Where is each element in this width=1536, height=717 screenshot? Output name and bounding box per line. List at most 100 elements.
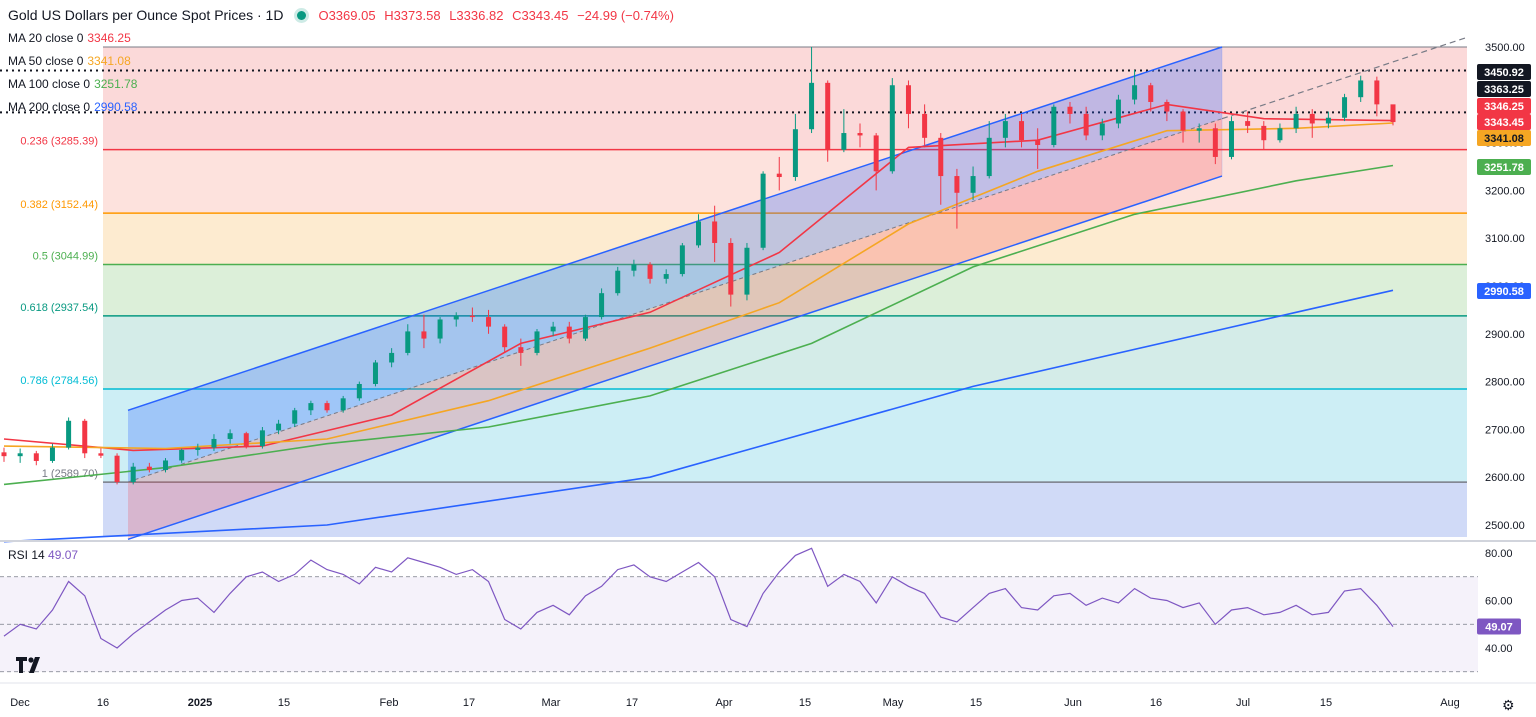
fib-label: 1 (2589.70) xyxy=(42,468,98,480)
candle xyxy=(1132,85,1138,100)
indicator-ma200[interactable]: MA 200 close 0 2990.58 xyxy=(8,100,137,114)
candle xyxy=(809,82,815,130)
candle xyxy=(389,352,395,363)
time-tick-label: 15 xyxy=(799,697,811,709)
change-value: −24.99 (−0.74%) xyxy=(577,7,674,23)
candle xyxy=(163,460,169,471)
candle xyxy=(679,245,685,275)
candle xyxy=(1228,121,1234,157)
candle xyxy=(502,326,508,348)
indicator-ma50[interactable]: MA 50 close 0 3341.08 xyxy=(8,54,131,68)
tradingview-logo-icon[interactable] xyxy=(14,653,46,677)
indicator-value: 3251.78 xyxy=(94,77,138,91)
candle xyxy=(1212,128,1218,157)
indicator-ma100[interactable]: MA 100 close 0 3251.78 xyxy=(8,77,137,91)
chart-header: Gold US Dollars per Ounce Spot Prices · … xyxy=(8,7,679,23)
candle xyxy=(1002,121,1008,138)
ma-line-ma200 xyxy=(3,289,1394,543)
time-tick-label: Feb xyxy=(380,697,399,709)
candle xyxy=(1067,106,1073,114)
candle xyxy=(518,347,524,353)
time-tick-label: Jul xyxy=(1236,697,1250,709)
fib-label: 0.618 (2937.54) xyxy=(20,302,98,314)
price-label xyxy=(1477,159,1531,175)
candle xyxy=(954,176,960,193)
channel-lower-fill xyxy=(128,118,1222,540)
candle xyxy=(1277,128,1283,141)
candle xyxy=(1115,99,1121,124)
candle xyxy=(663,274,669,279)
fib-label: 0.786 (2784.56) xyxy=(20,375,98,387)
price-tick-label: 2500.00 xyxy=(1485,520,1525,532)
close-value: C3343.45 xyxy=(512,7,569,23)
candle xyxy=(534,331,540,353)
open-value: O3369.05 xyxy=(318,7,376,23)
candle xyxy=(66,420,72,448)
candle xyxy=(405,331,411,353)
candle xyxy=(1148,85,1154,102)
candle xyxy=(792,129,798,178)
candle xyxy=(179,449,185,461)
candle xyxy=(1164,101,1170,112)
price-tick-label: 2700.00 xyxy=(1485,424,1525,436)
candle xyxy=(1019,121,1025,141)
candle xyxy=(582,317,588,339)
rsi-tick-label: 40.00 xyxy=(1485,643,1513,655)
candle xyxy=(372,362,378,384)
price-tick-label: 3500.00 xyxy=(1485,42,1525,54)
ma-line-ma50 xyxy=(3,122,1394,450)
candle xyxy=(1180,111,1186,131)
rsi-line xyxy=(3,547,1394,649)
time-tick-label: 15 xyxy=(278,697,290,709)
rsi-legend[interactable]: RSI 14 49.07 xyxy=(8,548,78,562)
price-tick-label: 3100.00 xyxy=(1485,233,1525,245)
candle xyxy=(356,383,362,399)
candle xyxy=(146,466,152,471)
price-label-text: 3343.45 xyxy=(1484,117,1524,129)
candle xyxy=(211,438,217,448)
candle xyxy=(98,453,104,456)
candle xyxy=(1309,113,1315,124)
indicator-ma20[interactable]: MA 20 close 0 3346.25 xyxy=(8,31,131,45)
symbol-title[interactable]: Gold US Dollars per Ounce Spot Prices · … xyxy=(8,7,284,23)
indicator-label: MA 200 close 0 xyxy=(8,100,91,114)
rsi-price-label-text: 49.07 xyxy=(1485,621,1513,633)
candle xyxy=(195,447,201,450)
fib-zone xyxy=(103,149,1467,214)
rsi-value: 49.07 xyxy=(48,548,79,562)
indicator-label: MA 100 close 0 xyxy=(8,77,91,91)
rsi-price-label xyxy=(1477,618,1521,635)
fib-zone xyxy=(103,264,1467,316)
candle xyxy=(1099,123,1105,136)
price-label xyxy=(1477,283,1531,299)
indicator-label: MA 50 close 0 xyxy=(8,54,84,68)
fib-label: 0.382 (3152.44) xyxy=(20,199,98,211)
candle xyxy=(114,455,120,482)
price-tick-label: 2900.00 xyxy=(1485,329,1525,341)
indicator-value: 2990.58 xyxy=(94,100,138,114)
time-tick-label: Mar xyxy=(542,697,561,709)
candle xyxy=(1374,80,1380,105)
candle xyxy=(1196,128,1202,131)
indicator-label: MA 20 close 0 xyxy=(8,31,84,45)
candle xyxy=(1083,113,1089,136)
candle xyxy=(469,315,475,318)
fib-zone xyxy=(103,47,1467,150)
trend-extension-line xyxy=(1221,36,1468,120)
candle xyxy=(17,453,23,457)
indicator-value: 3346.25 xyxy=(87,31,131,45)
time-tick-label: 16 xyxy=(1150,697,1162,709)
candle xyxy=(33,453,39,461)
price-tick-label: 2800.00 xyxy=(1485,377,1525,389)
candle xyxy=(728,242,734,295)
gear-icon[interactable]: ⚙ xyxy=(1502,697,1515,713)
price-label-text: 3346.25 xyxy=(1484,101,1524,113)
price-label xyxy=(1477,130,1531,146)
price-label xyxy=(1477,114,1531,130)
candle xyxy=(889,85,895,172)
time-tick-label: 15 xyxy=(1320,697,1332,709)
time-tick-label: 17 xyxy=(463,697,475,709)
candle xyxy=(243,433,249,447)
candle xyxy=(1051,106,1057,145)
